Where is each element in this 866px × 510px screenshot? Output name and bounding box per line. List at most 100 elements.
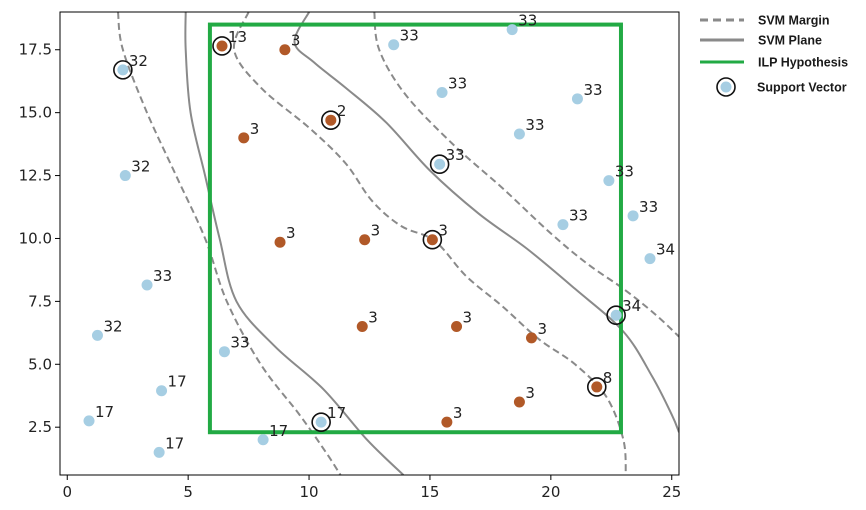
x-tick-label: 10 (300, 483, 319, 501)
support-vector-ring (311, 412, 331, 432)
data-point (513, 128, 525, 140)
point-label: 34 (656, 241, 675, 259)
data-point (388, 39, 400, 51)
point-label: 3 (538, 320, 548, 338)
point-label: 3 (463, 309, 473, 327)
support-vector-legend-ring (716, 77, 736, 97)
x-tick-label: 5 (183, 483, 193, 501)
data-point (117, 64, 129, 76)
data-point (257, 434, 269, 446)
data-point (238, 132, 250, 144)
point-label: 13 (228, 28, 247, 46)
point-label: 17 (95, 403, 114, 421)
data-point (141, 279, 153, 291)
point-label: 33 (639, 198, 658, 216)
point-label: 33 (446, 146, 465, 164)
point-label: 17 (165, 434, 184, 452)
support-vector-ring (212, 36, 232, 56)
point-label: 33 (583, 81, 602, 99)
point-label: 3 (453, 404, 463, 422)
data-point (451, 321, 463, 333)
ilp-hypothesis-box-layer (207, 22, 623, 435)
data-point (91, 329, 103, 341)
data-point (571, 93, 583, 105)
data-point (315, 416, 327, 428)
point-label: 33 (525, 116, 544, 134)
y-tick-label: 15.0 (19, 104, 52, 122)
data-point (274, 236, 286, 248)
point-label: 33 (400, 27, 419, 45)
data-point (356, 321, 368, 333)
x-tick-label: 15 (420, 483, 439, 501)
data-point (591, 381, 603, 393)
data-point (426, 234, 438, 246)
data-point (436, 87, 448, 99)
data-point (610, 309, 622, 321)
data-point (513, 396, 525, 408)
data-point (506, 24, 518, 36)
point-label: 3 (286, 224, 296, 242)
legend-label-ilp: ILP Hypothesis (758, 56, 848, 70)
x-tick-label: 20 (541, 483, 560, 501)
data-point (434, 158, 446, 170)
point-label: 33 (518, 12, 537, 30)
point-label: 8 (603, 369, 613, 387)
y-tick-label: 5.0 (28, 355, 52, 373)
data-point (627, 210, 639, 222)
svm-plane-curve-2 (184, 12, 405, 475)
point-label: 34 (622, 297, 641, 315)
data-point (441, 416, 453, 428)
svm-plane-curve-4 (293, 12, 679, 433)
axes: 0 5 10 15 20 25 2.5 5.0 7.5 10.0 12.5 15.0 17.5 (19, 41, 682, 501)
y-tick-label: 7.5 (28, 292, 52, 310)
y-tick-label: 12.5 (19, 167, 52, 185)
point-label: 33 (615, 163, 634, 181)
legend-label-plane: SVM Plane (758, 34, 822, 48)
point-label: 33 (448, 75, 467, 93)
data-point (325, 114, 337, 126)
data-point (557, 219, 569, 231)
legend-label-margin: SVM Margin (758, 14, 830, 28)
data-point (359, 234, 371, 246)
point-label: 17 (327, 404, 346, 422)
data-point (644, 253, 656, 265)
data-point (83, 415, 95, 427)
data-point (218, 346, 230, 358)
point-label: 33 (569, 207, 588, 225)
data-point (156, 385, 168, 397)
point-label: 17 (168, 373, 187, 391)
point-label: 3 (291, 32, 301, 50)
support-vector-ring (113, 60, 133, 80)
plot-area (60, 12, 679, 475)
point-label: 33 (153, 267, 172, 285)
point-label: 3 (250, 120, 260, 138)
point-label: 32 (131, 158, 150, 176)
data-point (153, 446, 165, 458)
support-vector-legend-dot (720, 81, 732, 93)
support-vector-ring (429, 154, 450, 175)
svm-margin-curve-5 (373, 12, 679, 338)
data-point (216, 40, 228, 52)
support-vector-ring (422, 229, 443, 250)
point-label: 3 (371, 222, 381, 240)
point-label: 17 (269, 422, 288, 440)
y-tick-label: 17.5 (19, 41, 52, 59)
support-vector-ring (321, 110, 341, 131)
support-vector-ring (586, 377, 607, 397)
legend-label-sv: Support Vector (757, 81, 847, 95)
data-point (603, 175, 615, 187)
ilp-hypothesis-box (207, 22, 623, 435)
data-point (526, 332, 538, 344)
point-label: 32 (129, 52, 148, 70)
point-label: 3 (438, 222, 448, 240)
legend: SVM Margin SVM Plane ILP Hypothesis Support… (700, 14, 848, 97)
data-point (119, 170, 131, 182)
point-label: 2 (337, 102, 347, 120)
point-label: 33 (230, 334, 249, 352)
point-label: 3 (525, 384, 535, 402)
support-vector-ring (606, 305, 626, 326)
point-label: 32 (103, 317, 122, 335)
point-label: 3 (368, 309, 378, 327)
